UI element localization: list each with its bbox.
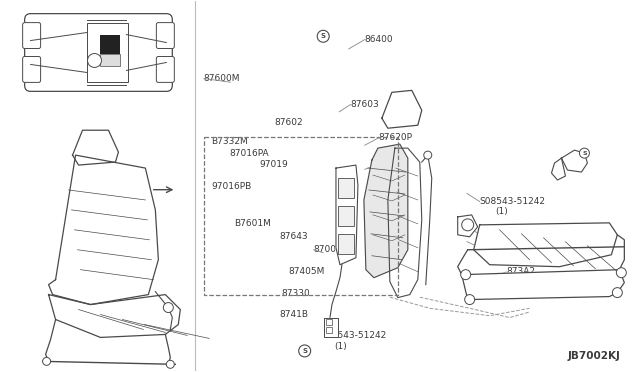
Text: S: S — [582, 151, 587, 155]
Bar — [338, 206, 354, 226]
Circle shape — [166, 360, 174, 368]
Text: 97019: 97019 — [259, 160, 288, 169]
FancyBboxPatch shape — [156, 57, 174, 82]
Circle shape — [465, 295, 475, 305]
Polygon shape — [336, 165, 358, 265]
Polygon shape — [552, 158, 566, 180]
Polygon shape — [324, 318, 338, 337]
Bar — [326, 327, 332, 333]
Polygon shape — [561, 150, 588, 172]
FancyBboxPatch shape — [156, 23, 174, 48]
Circle shape — [299, 345, 310, 357]
Bar — [326, 320, 332, 326]
FancyBboxPatch shape — [22, 23, 40, 48]
Text: 86400: 86400 — [365, 35, 394, 44]
Text: B7332M: B7332M — [211, 137, 248, 146]
Text: 87643: 87643 — [279, 231, 308, 241]
Circle shape — [461, 219, 474, 231]
Bar — [100, 35, 120, 54]
Polygon shape — [364, 144, 408, 278]
Text: S: S — [321, 33, 326, 39]
FancyBboxPatch shape — [25, 14, 172, 92]
Bar — [86, 23, 129, 82]
Text: 87000A: 87000A — [314, 245, 349, 254]
Circle shape — [616, 268, 627, 278]
Bar — [100, 54, 120, 67]
Polygon shape — [458, 215, 477, 237]
Text: 87600M: 87600M — [204, 74, 240, 83]
Text: (1): (1) — [495, 207, 508, 216]
Text: 87405M: 87405M — [288, 267, 324, 276]
Polygon shape — [72, 130, 118, 165]
Text: 873A2: 873A2 — [506, 267, 536, 276]
Text: 87611R: 87611R — [378, 160, 412, 169]
Polygon shape — [388, 148, 422, 298]
Text: 87649: 87649 — [72, 178, 101, 187]
Circle shape — [88, 54, 102, 67]
Text: 87501A: 87501A — [60, 252, 94, 261]
Bar — [338, 178, 354, 198]
Polygon shape — [474, 223, 618, 267]
Text: 87330: 87330 — [282, 289, 310, 298]
Circle shape — [424, 151, 432, 159]
Text: 87016PA: 87016PA — [229, 149, 269, 158]
Text: S: S — [302, 348, 307, 354]
Text: 87331N: 87331N — [479, 230, 515, 239]
Bar — [338, 234, 354, 254]
Polygon shape — [461, 270, 625, 299]
Text: 87602: 87602 — [274, 118, 303, 127]
Text: JB7002KJ: JB7002KJ — [567, 352, 620, 362]
Text: 97016PB: 97016PB — [211, 182, 252, 191]
Text: 08543-51242: 08543-51242 — [326, 331, 387, 340]
Circle shape — [579, 148, 589, 158]
Circle shape — [317, 30, 329, 42]
Text: (1): (1) — [334, 341, 347, 350]
Text: 87620P: 87620P — [379, 133, 413, 142]
Text: 8741B: 8741B — [279, 311, 308, 320]
Text: 87603: 87603 — [351, 100, 380, 109]
Circle shape — [163, 302, 173, 312]
Text: B7601M: B7601M — [234, 219, 271, 228]
FancyBboxPatch shape — [22, 57, 40, 82]
Circle shape — [612, 288, 622, 298]
Text: 87406M: 87406M — [476, 241, 513, 250]
Circle shape — [461, 270, 470, 280]
Circle shape — [43, 357, 51, 365]
Bar — [204, 137, 398, 295]
Text: S08543-51242: S08543-51242 — [479, 197, 546, 206]
Polygon shape — [49, 155, 158, 305]
Polygon shape — [382, 90, 422, 128]
Polygon shape — [49, 295, 180, 337]
